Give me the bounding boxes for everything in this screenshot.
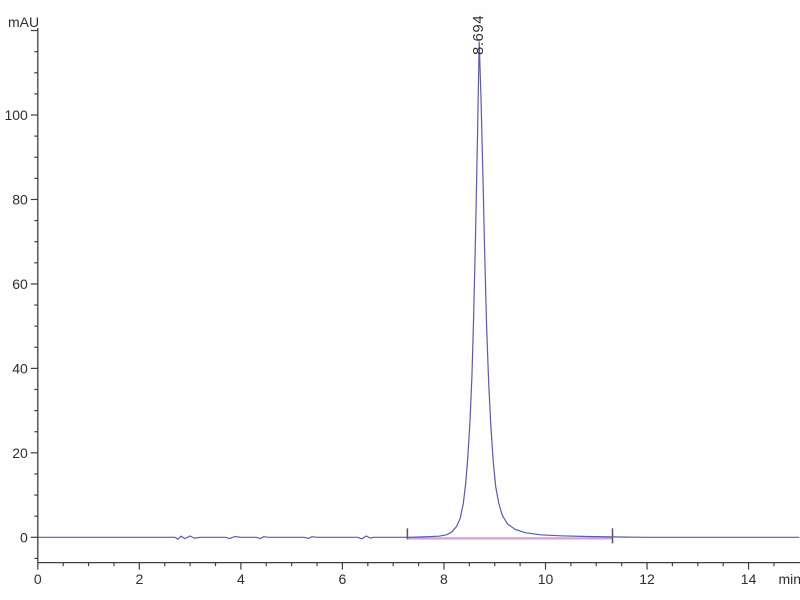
- y-axis-tick-label: 60: [12, 276, 28, 292]
- x-axis-tick-label: 12: [639, 571, 655, 587]
- x-axis-tick-label: 10: [538, 571, 554, 587]
- y-axis-tick-label: 0: [20, 529, 28, 545]
- y-axis-tick-label: 100: [4, 107, 28, 123]
- x-axis-tick-label: 2: [135, 571, 143, 587]
- y-axis-unit-label: mAU: [8, 14, 39, 30]
- y-axis-tick-label: 80: [12, 191, 28, 207]
- x-axis-tick-label: 4: [237, 571, 245, 587]
- x-axis-unit-label: min: [778, 571, 800, 587]
- x-axis-tick-label: 14: [741, 571, 757, 587]
- y-axis-tick-label: 40: [12, 360, 28, 376]
- peak-retention-time-label: 8.694: [470, 15, 487, 55]
- detector-signal-trace: [37, 41, 800, 540]
- x-axis-tick-label: 6: [339, 571, 347, 587]
- x-axis-tick-label: 0: [34, 571, 42, 587]
- x-axis-tick-label: 8: [440, 571, 448, 587]
- axes-layer: 0 20 40 60 80 100 0 2 4 6 8 10 12 14: [4, 28, 800, 587]
- y-axis-tick-label: 20: [12, 445, 28, 461]
- signal-trace-layer: [37, 41, 800, 540]
